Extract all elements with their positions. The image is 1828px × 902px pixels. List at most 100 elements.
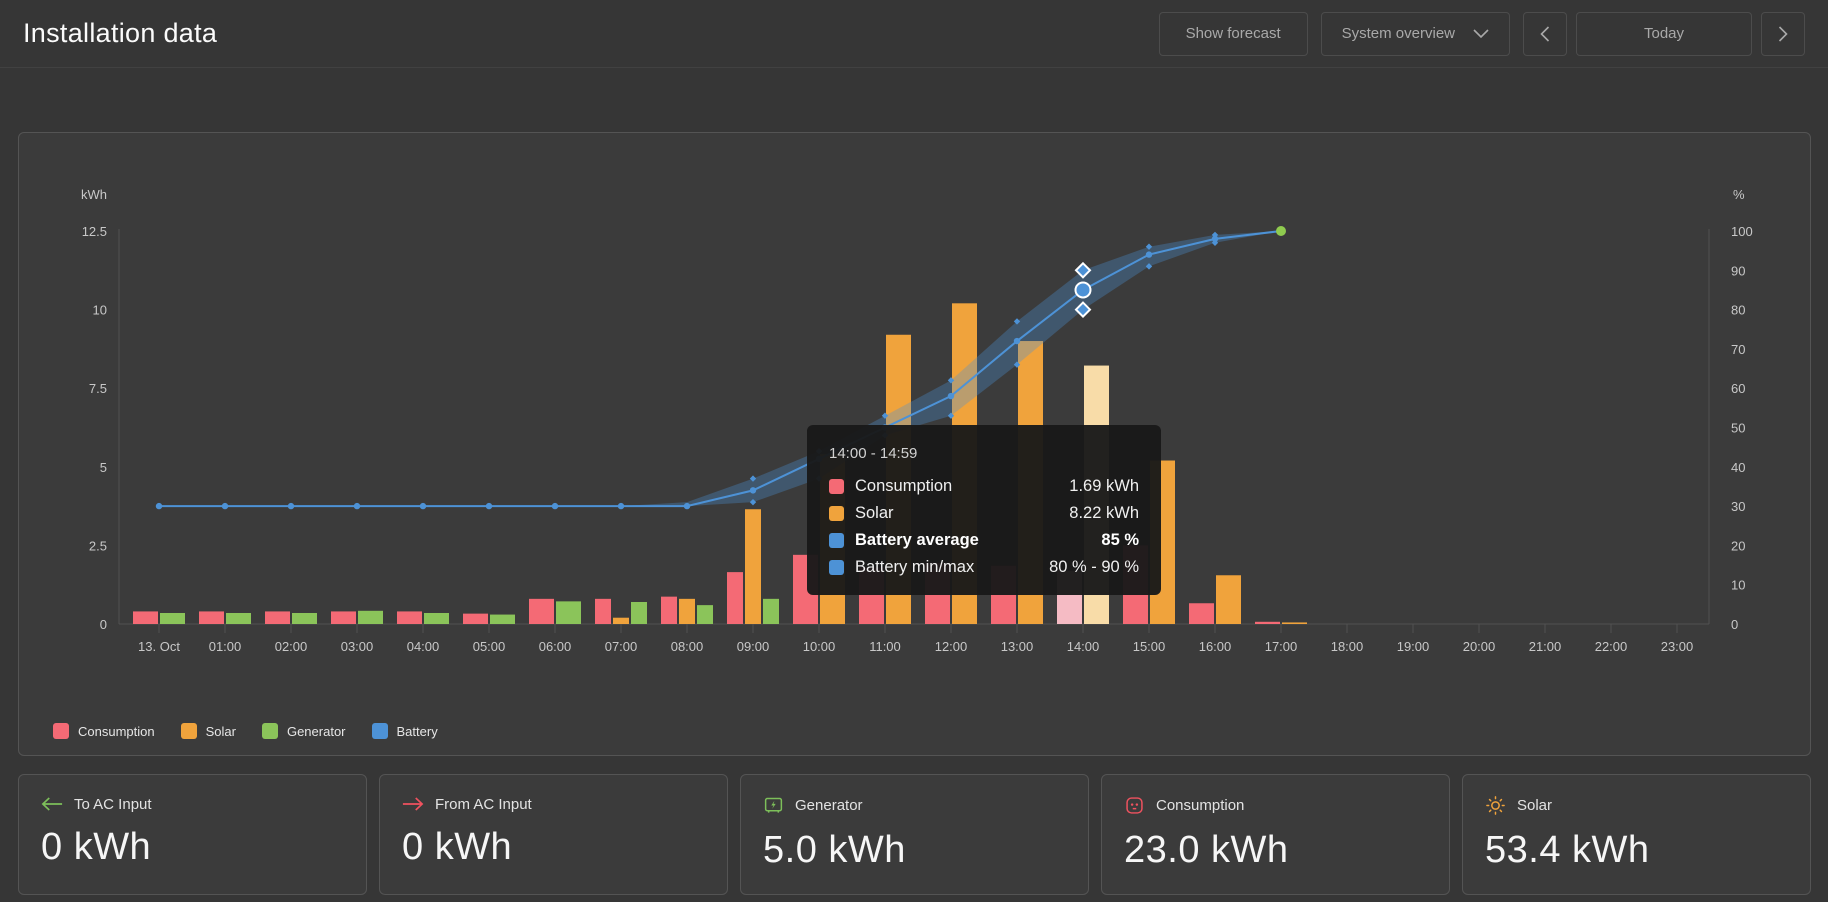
- x-axis-tick-label: 17:00: [1265, 639, 1298, 654]
- battery-min-point[interactable]: [749, 498, 757, 506]
- bar-consumption-6[interactable]: [529, 598, 554, 624]
- bar-generator-5[interactable]: [490, 614, 515, 624]
- x-axis-tick-label: 19:00: [1397, 639, 1430, 654]
- bar-consumption-3[interactable]: [331, 611, 356, 624]
- summary-value: 0 kWh: [41, 826, 152, 868]
- x-axis-tick-label: 10:00: [803, 639, 836, 654]
- battery-average-point[interactable]: [353, 502, 361, 510]
- x-axis-tick-label: 22:00: [1595, 639, 1628, 654]
- battery-average-point[interactable]: [683, 502, 691, 510]
- bar-consumption-0[interactable]: [133, 611, 158, 624]
- overview-dropdown[interactable]: System overview: [1320, 11, 1510, 56]
- bar-consumption-17[interactable]: [1255, 621, 1280, 624]
- x-axis-tick-label: 21:00: [1529, 639, 1562, 654]
- legend-swatch-battery: [371, 723, 388, 739]
- battery-max-point[interactable]: [1211, 231, 1219, 239]
- battery-min-point[interactable]: [1145, 263, 1153, 270]
- next-day-button[interactable]: [1761, 11, 1805, 56]
- summary-card: From AC Input 0 kWh: [379, 774, 728, 895]
- x-axis-tick-label: 23:00: [1661, 639, 1694, 654]
- chevron-left-icon: [1540, 25, 1550, 42]
- battery-max-point[interactable]: [881, 412, 889, 419]
- bar-generator-3[interactable]: [358, 610, 383, 624]
- consumption-icon: [1124, 795, 1145, 816]
- legend-item[interactable]: Solar: [180, 723, 236, 739]
- battery-min-point[interactable]: [947, 412, 955, 419]
- x-axis-tick-label: 03:00: [341, 639, 374, 654]
- battery-min-point[interactable]: [1211, 239, 1219, 246]
- x-axis-tick-label: 15:00: [1133, 639, 1166, 654]
- bar-solar-9[interactable]: [745, 509, 761, 624]
- legend-label: Solar: [205, 723, 236, 739]
- bar-consumption-8[interactable]: [661, 596, 677, 624]
- battery-average-point[interactable]: [287, 502, 295, 510]
- x-axis-tick-label: 11:00: [869, 639, 901, 654]
- battery-average-point[interactable]: [551, 502, 559, 510]
- bar-solar-17[interactable]: [1282, 622, 1307, 624]
- legend-item[interactable]: Generator: [261, 723, 346, 739]
- battery-max-point[interactable]: [1145, 243, 1153, 250]
- bar-consumption-9[interactable]: [727, 572, 743, 624]
- bar-consumption-1[interactable]: [199, 611, 224, 624]
- bar-generator-6[interactable]: [556, 601, 581, 624]
- bar-generator-7[interactable]: [631, 601, 647, 624]
- bar-generator-9[interactable]: [763, 598, 779, 624]
- x-axis-tick-label: 02:00: [275, 639, 308, 654]
- battery-min-point[interactable]: [1013, 361, 1021, 368]
- prev-day-button[interactable]: [1523, 11, 1567, 56]
- x-axis-tick-label: 16:00: [1199, 639, 1232, 654]
- y-axis-left-tick-label: 5: [100, 460, 107, 475]
- battery-average-point[interactable]: [749, 487, 757, 494]
- bar-solar-7[interactable]: [613, 617, 629, 624]
- x-axis-tick-label: 06:00: [539, 639, 572, 654]
- bar-consumption-4[interactable]: [397, 611, 422, 624]
- generator-icon: [763, 795, 784, 816]
- battery-average-point[interactable]: [1013, 337, 1021, 345]
- y-axis-right-tick-label: 10: [1731, 578, 1745, 593]
- x-axis-tick-label: 05:00: [473, 639, 506, 654]
- y-axis-right-tick-label: 40: [1731, 460, 1745, 475]
- legend-item[interactable]: Consumption: [53, 723, 155, 739]
- battery-average-point[interactable]: [485, 502, 493, 510]
- bar-consumption-2[interactable]: [265, 611, 290, 624]
- bar-generator-0[interactable]: [160, 612, 185, 624]
- bar-generator-2[interactable]: [292, 612, 317, 624]
- battery-now-point[interactable]: [1276, 226, 1286, 236]
- battery-max-point[interactable]: [947, 377, 955, 384]
- bar-consumption-7[interactable]: [595, 598, 611, 624]
- battery-max-point-highlighted[interactable]: [1074, 261, 1092, 279]
- tooltip-row-value: 85 %: [1101, 531, 1139, 549]
- battery-average-point[interactable]: [419, 502, 427, 510]
- battery-average-point-highlighted[interactable]: [1074, 281, 1092, 299]
- bar-generator-4[interactable]: [424, 612, 449, 624]
- battery-average-line: [159, 230, 1282, 508]
- battery-average-point[interactable]: [1211, 235, 1219, 243]
- bar-consumption-16[interactable]: [1189, 603, 1214, 624]
- battery-min-point-highlighted[interactable]: [1074, 301, 1092, 319]
- battery-max-point[interactable]: [749, 475, 757, 482]
- y-axis-right-tick-label: 100: [1731, 224, 1753, 239]
- bar-generator-1[interactable]: [226, 612, 251, 624]
- battery-average-point[interactable]: [1145, 251, 1153, 258]
- legend-item[interactable]: Battery: [371, 723, 438, 739]
- battery-average-point[interactable]: [155, 502, 163, 510]
- bar-generator-8[interactable]: [697, 605, 713, 624]
- battery-minmax-band: [159, 231, 1281, 507]
- bar-solar-8[interactable]: [679, 598, 695, 624]
- x-axis-tick-label: 04:00: [407, 639, 440, 654]
- chart-tooltip: 14:00 - 14:59 Consumption 1.69 kWh Solar…: [807, 425, 1161, 595]
- tooltip-row: Consumption 1.69 kWh: [829, 477, 1139, 496]
- summary-label: Solar: [1517, 797, 1553, 814]
- tooltip-row-label: Solar: [855, 504, 894, 522]
- tooltip-row: Battery min/max 80 % - 90 %: [829, 558, 1139, 577]
- y-axis-left-tick-label: 10: [93, 303, 107, 318]
- show-forecast-button[interactable]: Show forecast: [1158, 11, 1308, 56]
- today-button[interactable]: Today: [1576, 11, 1752, 56]
- battery-average-point[interactable]: [617, 502, 625, 510]
- show-forecast-label: Show forecast: [1185, 25, 1281, 42]
- bar-solar-16[interactable]: [1216, 575, 1241, 624]
- battery-max-point[interactable]: [1013, 318, 1021, 325]
- battery-average-point[interactable]: [947, 392, 955, 400]
- battery-average-point[interactable]: [221, 502, 229, 510]
- bar-consumption-5[interactable]: [463, 613, 488, 624]
